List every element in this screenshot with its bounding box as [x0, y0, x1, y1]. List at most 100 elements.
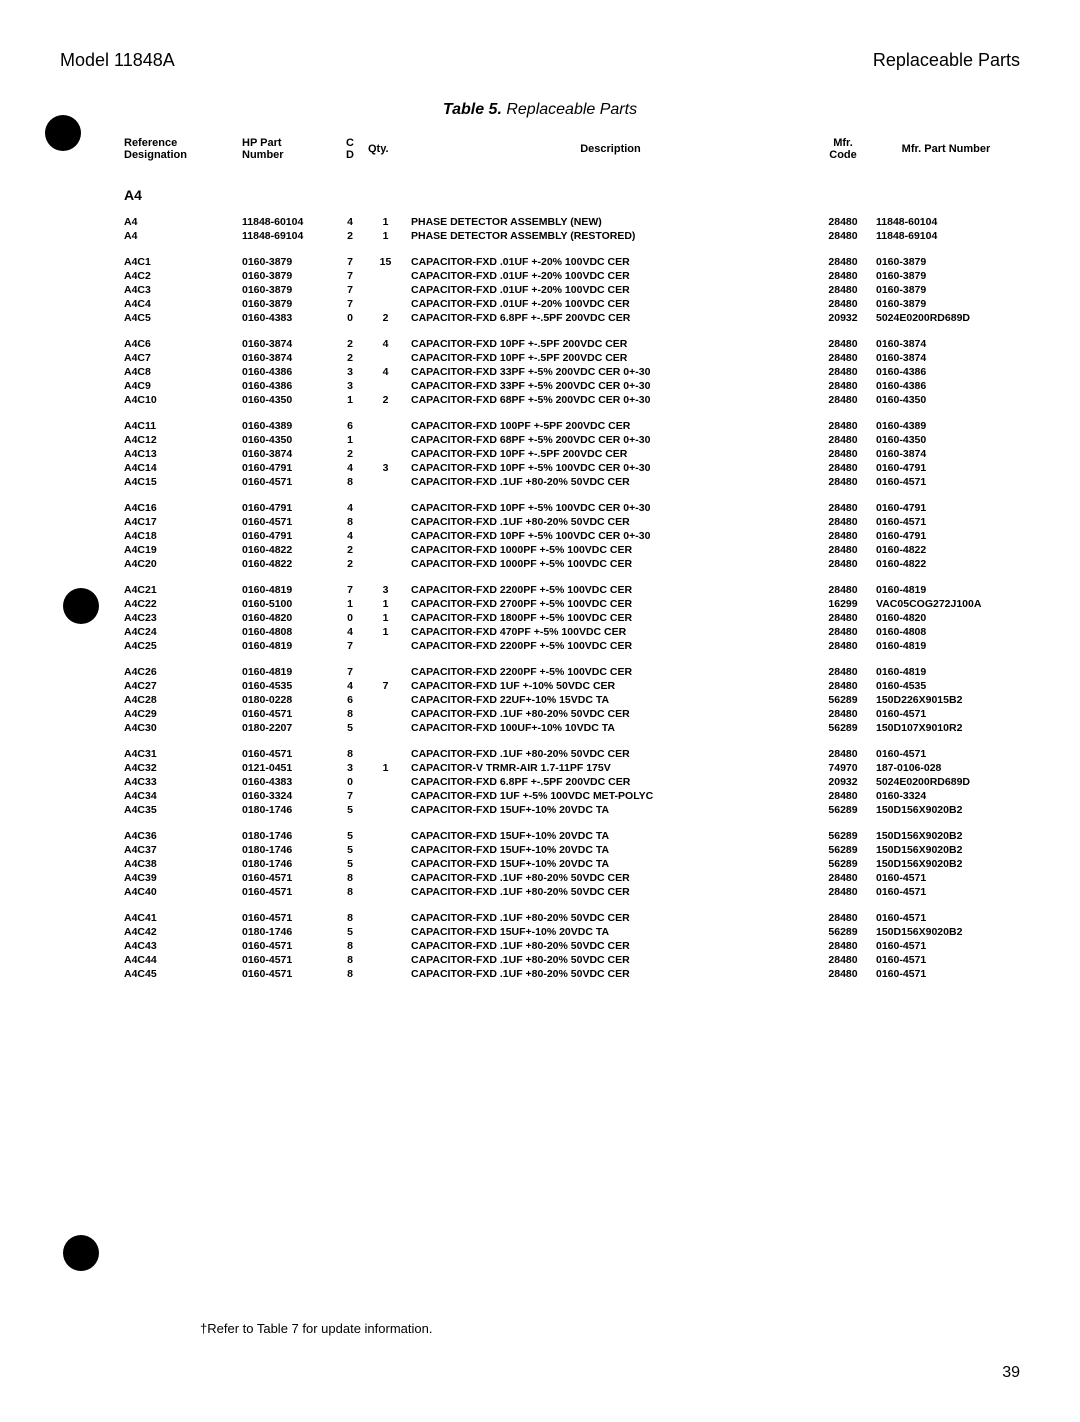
- cell-qty: 3: [364, 583, 407, 597]
- cell-desc: CAPACITOR-FXD 10PF +-.5PF 200VDC CER: [407, 337, 814, 351]
- cell-desc: PHASE DETECTOR ASSEMBLY (NEW): [407, 215, 814, 229]
- cell-cd: 3: [336, 365, 364, 379]
- cell-ref: A4C9: [120, 379, 238, 393]
- cell-hp: 0180-1746: [238, 857, 336, 871]
- cell-mpn: 0160-3879: [872, 269, 1020, 283]
- cell-hp: 0160-4791: [238, 461, 336, 475]
- cell-mpn: 0160-4791: [872, 529, 1020, 543]
- cell-mpn: 0160-4819: [872, 639, 1020, 653]
- cell-mpn: 0160-4822: [872, 543, 1020, 557]
- cell-ref: A4C44: [120, 953, 238, 967]
- table-row: A4C70160-38742CAPACITOR-FXD 10PF +-.5PF …: [120, 351, 1020, 365]
- cell-mfr: 56289: [814, 857, 872, 871]
- table-row: A4C240160-480841CAPACITOR-FXD 470PF +-5%…: [120, 625, 1020, 639]
- table-row: A4C430160-45718CAPACITOR-FXD .1UF +80-20…: [120, 939, 1020, 953]
- cell-ref: A4C34: [120, 789, 238, 803]
- cell-hp: 0160-4819: [238, 583, 336, 597]
- cell-ref: A4C4: [120, 297, 238, 311]
- table-row: A4C140160-479143CAPACITOR-FXD 10PF +-5% …: [120, 461, 1020, 475]
- cell-qty: [364, 707, 407, 721]
- cell-hp: 0160-4571: [238, 939, 336, 953]
- cell-desc: CAPACITOR-FXD 1000PF +-5% 100VDC CER: [407, 557, 814, 571]
- cell-cd: 7: [336, 255, 364, 269]
- cell-hp: 0121-0451: [238, 761, 336, 775]
- cell-ref: A4C26: [120, 665, 238, 679]
- spacer-row: [120, 407, 1020, 419]
- cell-ref: A4C11: [120, 419, 238, 433]
- cell-desc: CAPACITOR-FXD 33PF +-5% 200VDC CER 0+-30: [407, 379, 814, 393]
- cell-hp: 0160-4808: [238, 625, 336, 639]
- cell-desc: CAPACITOR-FXD .01UF +-20% 100VDC CER: [407, 269, 814, 283]
- cell-hp: 0160-4571: [238, 515, 336, 529]
- table-row: A4C120160-43501CAPACITOR-FXD 68PF +-5% 2…: [120, 433, 1020, 447]
- cell-desc: CAPACITOR-FXD .1UF +80-20% 50VDC CER: [407, 747, 814, 761]
- table-row: A4C210160-481973CAPACITOR-FXD 2200PF +-5…: [120, 583, 1020, 597]
- table-row: A4C200160-48222CAPACITOR-FXD 1000PF +-5%…: [120, 557, 1020, 571]
- table-title-italic: Replaceable Parts: [502, 101, 637, 118]
- cell-mfr: 28480: [814, 433, 872, 447]
- cell-desc: CAPACITOR-FXD 6.8PF +-.5PF 200VDC CER: [407, 311, 814, 325]
- cell-cd: 5: [336, 857, 364, 871]
- table-row: A4C10160-3879715CAPACITOR-FXD .01UF +-20…: [120, 255, 1020, 269]
- cell-mpn: 5024E0200RD689D: [872, 775, 1020, 789]
- cell-cd: 3: [336, 761, 364, 775]
- cell-cd: 0: [336, 775, 364, 789]
- cell-cd: 8: [336, 939, 364, 953]
- col-ref: ReferenceDesignation: [120, 133, 238, 175]
- col-cd: CD: [336, 133, 364, 175]
- table-header-row: ReferenceDesignation HP PartNumber CD Qt…: [120, 133, 1020, 175]
- cell-mpn: 0160-4571: [872, 885, 1020, 899]
- cell-qty: 3: [364, 461, 407, 475]
- page-number: 39: [60, 1364, 1020, 1382]
- cell-hp: 0160-4535: [238, 679, 336, 693]
- cell-qty: [364, 829, 407, 843]
- cell-desc: PHASE DETECTOR ASSEMBLY (RESTORED): [407, 229, 814, 243]
- cell-mfr: 56289: [814, 843, 872, 857]
- cell-qty: [364, 911, 407, 925]
- cell-mpn: 0160-4535: [872, 679, 1020, 693]
- cell-cd: 1: [336, 597, 364, 611]
- cell-mfr: 28480: [814, 953, 872, 967]
- cell-mpn: 0160-4571: [872, 475, 1020, 489]
- cell-cd: 0: [336, 311, 364, 325]
- cell-hp: 0160-4822: [238, 557, 336, 571]
- cell-mpn: 0160-4571: [872, 939, 1020, 953]
- table-row: A411848-6010441PHASE DETECTOR ASSEMBLY (…: [120, 215, 1020, 229]
- cell-ref: A4C16: [120, 501, 238, 515]
- cell-desc: CAPACITOR-FXD 100UF+-10% 10VDC TA: [407, 721, 814, 735]
- cell-desc: CAPACITOR-V TRMR-AIR 1.7-11PF 175V: [407, 761, 814, 775]
- cell-mfr: 28480: [814, 501, 872, 515]
- table-title: Table 5. Replaceable Parts: [60, 101, 1020, 119]
- cell-qty: [364, 775, 407, 789]
- cell-mfr: 28480: [814, 419, 872, 433]
- table-body: A4A411848-6010441PHASE DETECTOR ASSEMBLY…: [120, 175, 1020, 981]
- cell-qty: [364, 803, 407, 817]
- cell-mfr: 28480: [814, 707, 872, 721]
- cell-desc: CAPACITOR-FXD 10PF +-5% 100VDC CER 0+-30: [407, 501, 814, 515]
- cell-ref: A4C5: [120, 311, 238, 325]
- cell-qty: [364, 925, 407, 939]
- cell-hp: 0160-4571: [238, 953, 336, 967]
- cell-cd: 8: [336, 967, 364, 981]
- cell-qty: [364, 693, 407, 707]
- spacer-row: [120, 325, 1020, 337]
- cell-mfr: 28480: [814, 461, 872, 475]
- cell-cd: 7: [336, 269, 364, 283]
- cell-desc: CAPACITOR-FXD .1UF +80-20% 50VDC CER: [407, 953, 814, 967]
- cell-mpn: 150D156X9020B2: [872, 843, 1020, 857]
- cell-mfr: 28480: [814, 215, 872, 229]
- cell-ref: A4C42: [120, 925, 238, 939]
- cell-hp: 0160-3874: [238, 447, 336, 461]
- cell-hp: 0160-4819: [238, 639, 336, 653]
- cell-desc: CAPACITOR-FXD 2700PF +-5% 100VDC CER: [407, 597, 814, 611]
- cell-qty: [364, 283, 407, 297]
- cell-qty: [364, 747, 407, 761]
- cell-desc: CAPACITOR-FXD 33PF +-5% 200VDC CER 0+-30: [407, 365, 814, 379]
- cell-desc: CAPACITOR-FXD 15UF+-10% 20VDC TA: [407, 925, 814, 939]
- col-mpn: Mfr. Part Number: [872, 133, 1020, 175]
- cell-mpn: 0160-4820: [872, 611, 1020, 625]
- cell-desc: CAPACITOR-FXD .01UF +-20% 100VDC CER: [407, 283, 814, 297]
- cell-ref: A4C18: [120, 529, 238, 543]
- cell-cd: 0: [336, 611, 364, 625]
- cell-mpn: 0160-4350: [872, 433, 1020, 447]
